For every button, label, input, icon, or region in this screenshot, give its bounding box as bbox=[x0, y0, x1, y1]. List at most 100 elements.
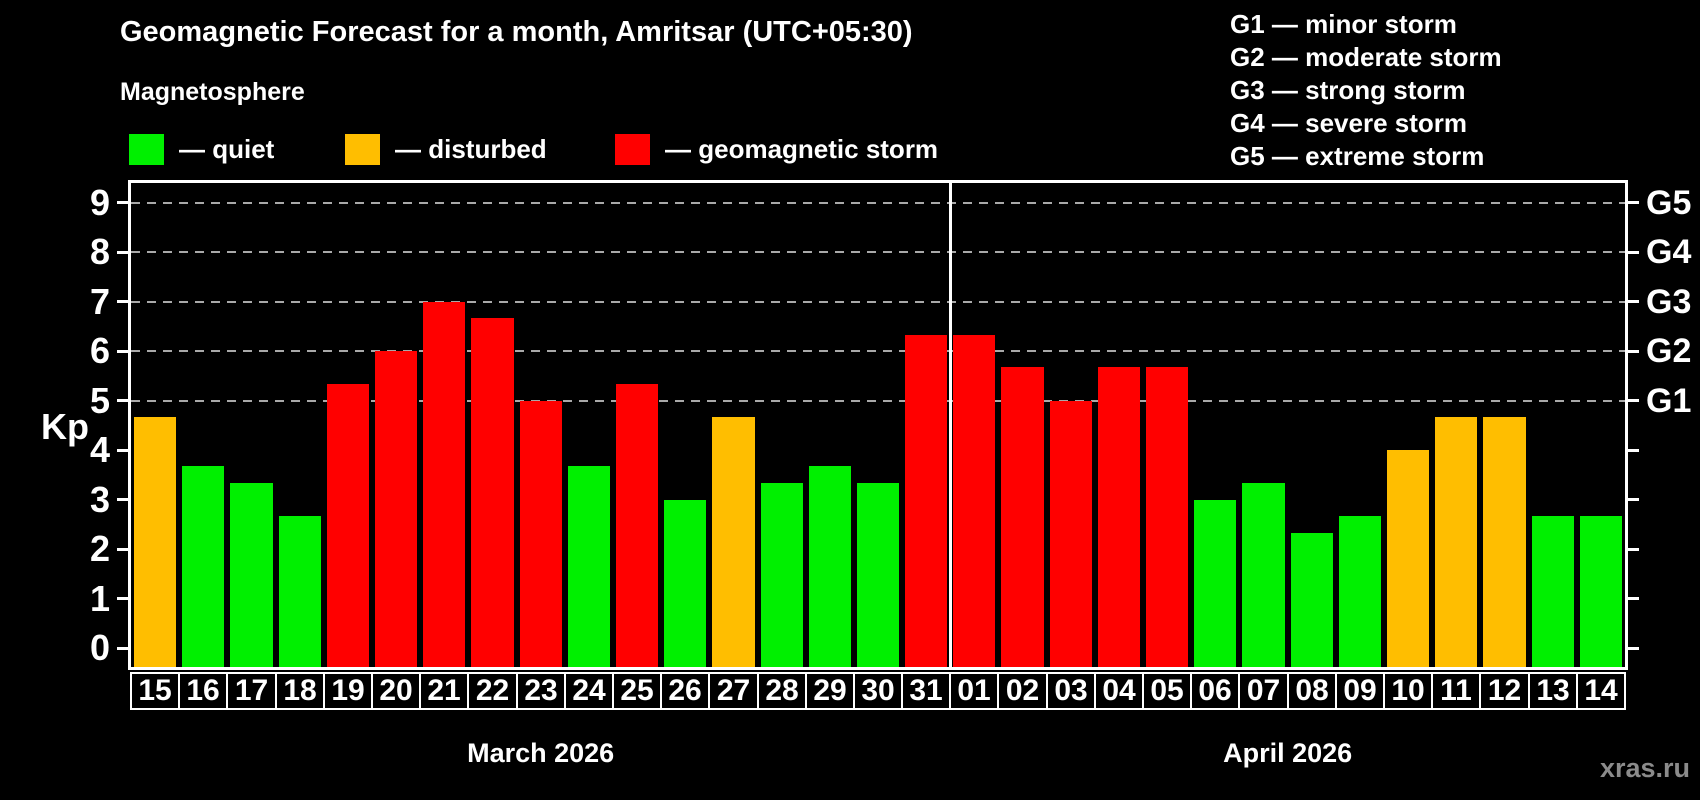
kp-bar-march-28 bbox=[760, 483, 803, 667]
right-axis-label-g5: G5 bbox=[1646, 183, 1692, 222]
kp-bar-march-26 bbox=[664, 499, 707, 667]
kp-bar-april-02 bbox=[1001, 367, 1044, 667]
day-label-april-10: 10 bbox=[1383, 672, 1433, 710]
day-label-april-12: 12 bbox=[1479, 672, 1530, 710]
right-axis-label-g2: G2 bbox=[1646, 332, 1692, 370]
day-label-march-25: 25 bbox=[612, 672, 662, 710]
y-axis-tick-right-8 bbox=[1628, 250, 1639, 254]
day-label-march-27: 27 bbox=[708, 672, 759, 710]
day-label-march-30: 30 bbox=[853, 672, 903, 710]
day-label-april-13: 13 bbox=[1528, 672, 1578, 710]
storm-scale-g3: G3 — strong storm bbox=[1230, 75, 1466, 105]
day-label-april-01: 01 bbox=[949, 672, 999, 710]
y-axis-label-2: 2 bbox=[89, 528, 110, 569]
y-axis-label-0: 0 bbox=[89, 627, 110, 668]
y-axis-label-9: 9 bbox=[89, 181, 110, 223]
month-label-april: April 2026 bbox=[1223, 738, 1353, 768]
y-axis-tick-right-2 bbox=[1628, 547, 1639, 551]
legend-label-storm: — geomagnetic storm bbox=[665, 133, 939, 164]
day-label-march-16: 16 bbox=[178, 672, 228, 710]
plot-area bbox=[128, 180, 1628, 670]
kp-bar-march-31 bbox=[905, 334, 948, 667]
storm-scale-g1: G1 — minor storm bbox=[1230, 9, 1457, 39]
day-label-march-15: 15 bbox=[130, 672, 180, 710]
quiet-color-swatch bbox=[129, 133, 164, 165]
kp-bar-april-05 bbox=[1146, 367, 1189, 667]
kp-bar-april-10 bbox=[1387, 450, 1430, 667]
legend-item-storm: — geomagnetic storm bbox=[615, 133, 938, 165]
month-separator bbox=[948, 183, 952, 667]
kp-bar-march-27 bbox=[712, 416, 755, 667]
kp-bar-april-07 bbox=[1242, 483, 1285, 667]
y-axis-tick-left-1 bbox=[117, 597, 128, 600]
kp-bar-april-03 bbox=[1049, 400, 1092, 667]
y-axis-tick-left-6 bbox=[117, 349, 128, 353]
y-axis-tick-right-0 bbox=[1628, 646, 1639, 650]
kp-bar-march-30 bbox=[856, 483, 900, 667]
kp-bar-april-01 bbox=[953, 334, 996, 667]
storm-scale-legend: G1 — minor storm G2 — moderate storm G3 … bbox=[1230, 8, 1502, 173]
day-label-april-07: 07 bbox=[1238, 672, 1289, 710]
day-label-march-20: 20 bbox=[371, 672, 421, 710]
legend-item-quiet: — quiet bbox=[129, 133, 274, 165]
watermark: xras.ru bbox=[1599, 753, 1690, 783]
y-axis-tick-right-3 bbox=[1628, 498, 1639, 501]
kp-bar-march-19 bbox=[326, 384, 369, 667]
y-axis-tick-left-4 bbox=[117, 448, 128, 452]
chart-subtitle: Magnetosphere bbox=[120, 78, 305, 106]
right-axis-label-g3: G3 bbox=[1646, 282, 1692, 321]
y-axis-label-5: 5 bbox=[89, 379, 110, 421]
kp-bar-march-22 bbox=[471, 317, 514, 667]
kp-bar-april-11 bbox=[1435, 416, 1478, 667]
day-label-march-31: 31 bbox=[901, 672, 951, 710]
kp-bar-april-04 bbox=[1097, 367, 1141, 667]
y-axis-label-7: 7 bbox=[89, 280, 110, 322]
y-axis-tick-left-2 bbox=[117, 547, 128, 551]
gridline-kp-6 bbox=[131, 350, 1625, 352]
y-axis-tick-left-7 bbox=[117, 300, 128, 303]
day-label-march-24: 24 bbox=[564, 672, 614, 710]
y-axis-tick-right-6 bbox=[1628, 349, 1639, 353]
y-axis-tick-right-5 bbox=[1628, 399, 1639, 402]
y-axis-tick-left-0 bbox=[117, 646, 128, 650]
day-label-april-08: 08 bbox=[1287, 672, 1337, 710]
day-label-april-14: 14 bbox=[1576, 672, 1626, 710]
gridline-kp-9 bbox=[131, 201, 1625, 204]
right-axis-label-g1: G1 bbox=[1646, 381, 1692, 420]
day-label-march-26: 26 bbox=[660, 672, 710, 710]
kp-bar-march-20 bbox=[374, 351, 418, 667]
storm-scale-g2: G2 — moderate storm bbox=[1230, 42, 1502, 72]
storm-color-swatch bbox=[615, 133, 650, 165]
day-label-april-06: 06 bbox=[1190, 672, 1240, 710]
gridline-kp-8 bbox=[131, 251, 1625, 253]
kp-bar-april-08 bbox=[1290, 532, 1333, 667]
day-label-april-03: 03 bbox=[1046, 672, 1096, 710]
month-label-march: March 2026 bbox=[467, 738, 615, 768]
legend-item-disturbed: — disturbed bbox=[345, 133, 547, 165]
y-axis-label-1: 1 bbox=[89, 577, 110, 619]
y-axis-label-8: 8 bbox=[89, 231, 110, 272]
day-label-april-02: 02 bbox=[997, 672, 1048, 710]
day-label-march-21: 21 bbox=[419, 672, 469, 710]
kp-bar-march-17 bbox=[230, 483, 273, 667]
kp-bar-march-18 bbox=[278, 515, 321, 667]
y-axis-tick-left-3 bbox=[117, 498, 128, 501]
day-label-april-09: 09 bbox=[1335, 672, 1385, 710]
gridline-kp-7 bbox=[131, 300, 1625, 303]
storm-scale-g4: G4 — severe storm bbox=[1230, 108, 1468, 138]
kp-bar-march-21 bbox=[423, 301, 466, 667]
y-axis-tick-left-8 bbox=[117, 250, 128, 254]
y-axis-label-3: 3 bbox=[89, 478, 110, 520]
gridline-kp-5 bbox=[131, 399, 1625, 402]
day-label-march-19: 19 bbox=[323, 672, 373, 710]
day-label-april-04: 04 bbox=[1094, 672, 1144, 710]
disturbed-color-swatch bbox=[345, 133, 380, 165]
y-axis-tick-right-4 bbox=[1628, 448, 1639, 452]
kp-bar-april-13 bbox=[1531, 515, 1574, 667]
kp-bar-april-09 bbox=[1338, 515, 1382, 667]
legend-label-quiet: — quiet bbox=[179, 133, 275, 164]
y-axis-tick-right-1 bbox=[1628, 597, 1639, 600]
storm-scale-g5: G5 — extreme storm bbox=[1230, 141, 1485, 171]
y-axis-tick-left-9 bbox=[117, 201, 128, 204]
